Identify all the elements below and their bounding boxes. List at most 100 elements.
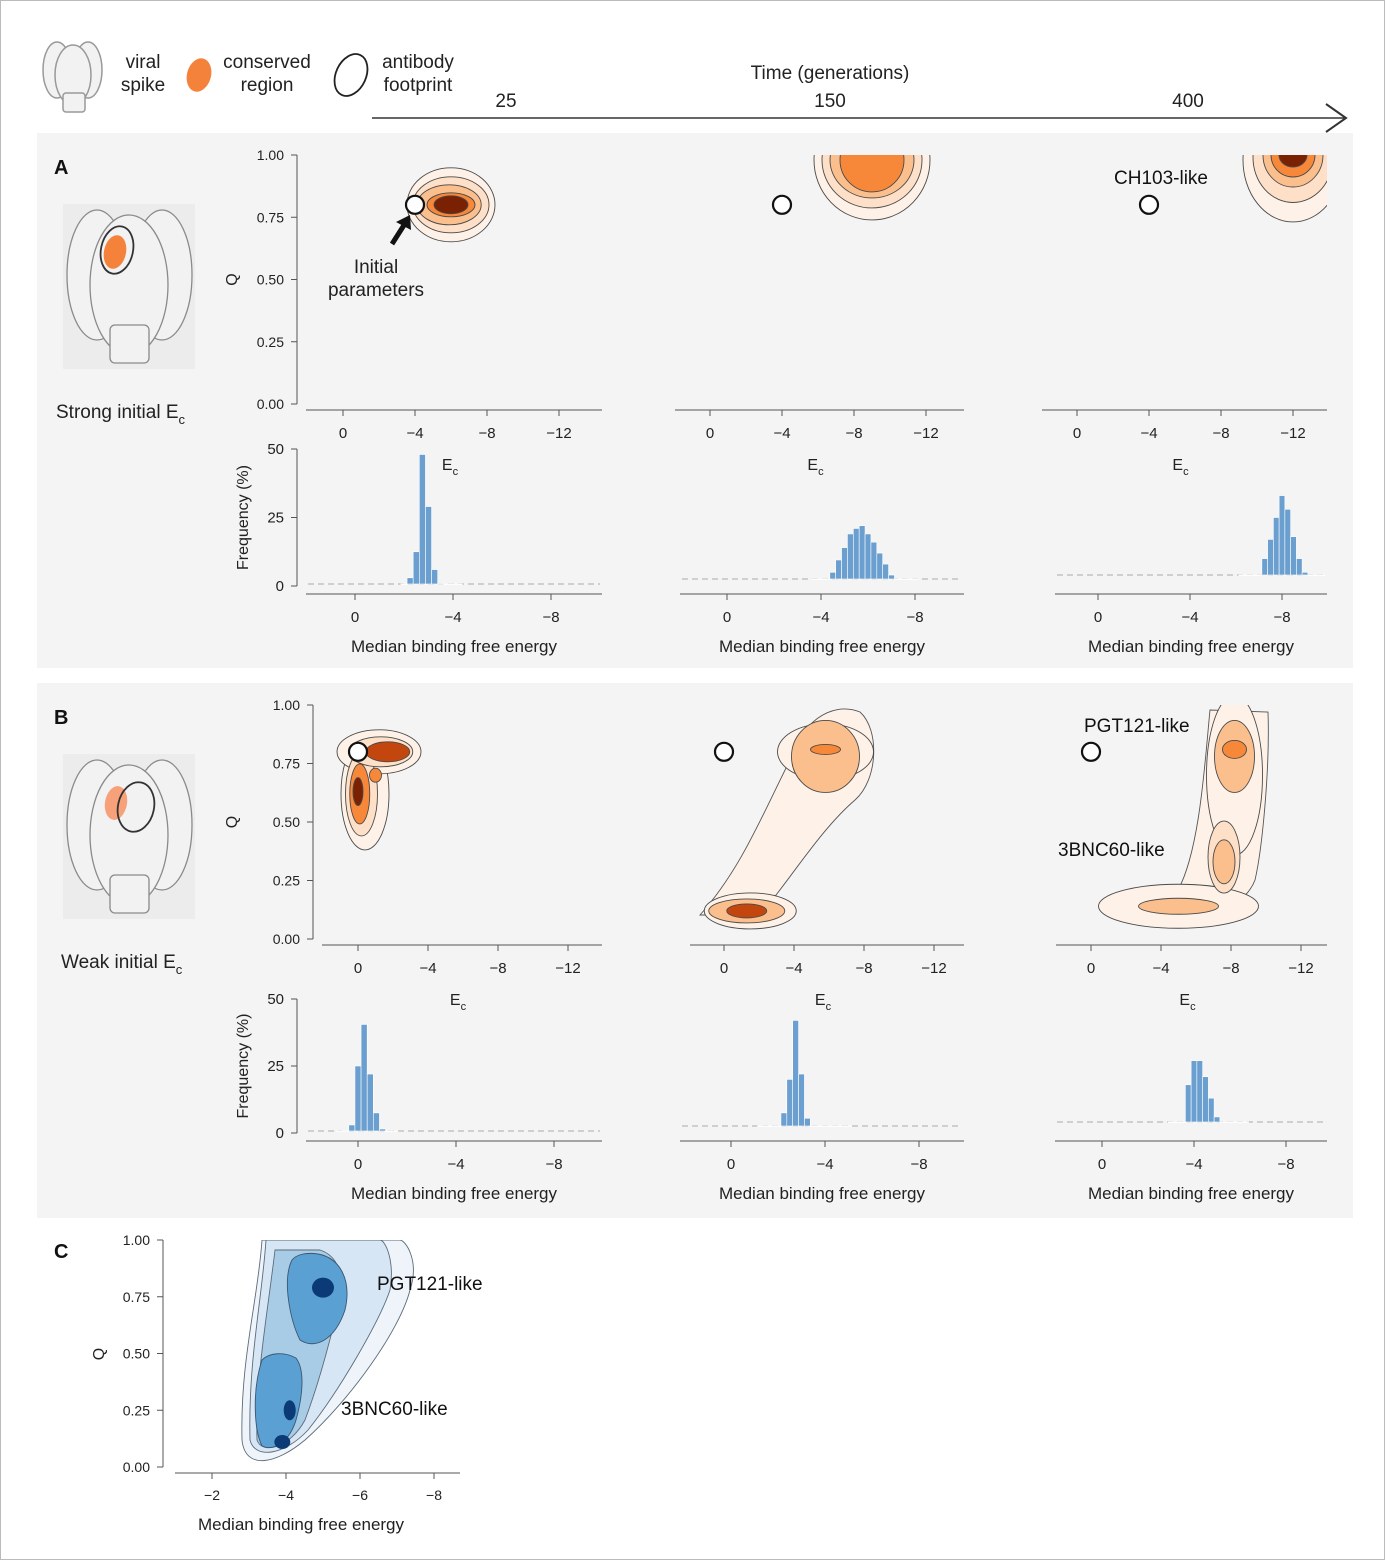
x-tick-label: −4 bbox=[447, 1156, 464, 1173]
initial-parameters-arrowhead bbox=[396, 215, 411, 230]
density-contours bbox=[1242, 155, 1327, 223]
x-tick-label: −4 bbox=[278, 1487, 294, 1503]
histogram-bar bbox=[1250, 574, 1257, 576]
initial-parameters-label-1: Initial bbox=[354, 257, 398, 278]
histogram-a-25: 0 −4 −8 Median binding free energy 0 25 50 Freq… bbox=[235, 441, 602, 656]
histogram-bar bbox=[1196, 1060, 1203, 1123]
x-tick-label: 0 bbox=[1098, 1156, 1106, 1173]
x-tick-label: −8 bbox=[478, 425, 495, 442]
histogram-bar bbox=[823, 578, 831, 580]
histogram-bar bbox=[1296, 558, 1303, 576]
ch103-label: CH103-like bbox=[1114, 168, 1208, 189]
density-contour bbox=[1138, 897, 1219, 915]
density-contour bbox=[1278, 155, 1308, 168]
histogram-bar bbox=[882, 563, 889, 580]
x-tick-label: −8 bbox=[855, 960, 872, 977]
y-tick-label: 0 bbox=[276, 578, 284, 595]
histogram-bar bbox=[1219, 1121, 1226, 1123]
initial-parameters-label-2: parameters bbox=[328, 280, 424, 301]
histogram-bar bbox=[1278, 495, 1286, 576]
x-tick-label: 0 bbox=[354, 960, 362, 977]
histogram-bar bbox=[810, 1125, 817, 1127]
histogram-bar bbox=[1267, 539, 1274, 576]
histogram-bar bbox=[900, 578, 907, 580]
panel-c-letter: C bbox=[54, 1241, 68, 1263]
histogram-bar bbox=[847, 533, 854, 580]
density-peak bbox=[312, 1277, 334, 1298]
histogram-bar bbox=[360, 1024, 368, 1132]
histogram-a-400: 0 −4 −8 Median binding free energy bbox=[1055, 495, 1327, 656]
x-tick-label: −12 bbox=[913, 425, 938, 442]
spike-label-1: viral bbox=[126, 52, 161, 73]
x-tick-label: −12 bbox=[546, 425, 571, 442]
y-tick-label: 0.00 bbox=[273, 931, 300, 947]
histogram-b-400: 0 −4 −8 Median binding free energy bbox=[1055, 1060, 1327, 1203]
x-tick-label: −12 bbox=[1280, 425, 1305, 442]
initial-parameters-marker bbox=[1138, 194, 1160, 215]
density-contours bbox=[1098, 705, 1269, 929]
panel-a-letter: A bbox=[54, 157, 68, 179]
histogram-bar bbox=[786, 1079, 793, 1127]
x-tick-label: −6 bbox=[352, 1487, 368, 1503]
density-contour bbox=[352, 777, 364, 807]
histogram-bar bbox=[853, 528, 860, 580]
histogram-bar bbox=[1225, 1121, 1232, 1123]
x-axis-label: Median binding free energy bbox=[1088, 1184, 1295, 1203]
histogram-bar bbox=[757, 1125, 764, 1127]
y-axis-label: Q bbox=[91, 1348, 108, 1360]
y-tick-label: 1.00 bbox=[273, 697, 300, 713]
histogram-bar bbox=[437, 582, 445, 585]
histogram-bar bbox=[443, 583, 451, 585]
histogram-bar bbox=[864, 533, 872, 580]
density-peak bbox=[274, 1435, 291, 1450]
histogram-bar bbox=[804, 1117, 811, 1127]
histogram-bar bbox=[780, 1112, 788, 1127]
histogram-b-150: 0 −4 −8 Median binding free energy bbox=[680, 1020, 964, 1203]
time-tick-25: 25 bbox=[495, 91, 516, 112]
histogram-bar bbox=[354, 1065, 362, 1132]
histogram-bar bbox=[1167, 1121, 1175, 1123]
density-contour bbox=[369, 767, 382, 783]
density-plot-c: −2 −4 −6 −8 Median binding free energy 0.00 0.… bbox=[91, 1232, 460, 1534]
histogram-bar bbox=[858, 525, 866, 580]
initial-parameters-marker bbox=[1080, 741, 1102, 762]
x-axis-label: Median binding free energy bbox=[198, 1515, 405, 1534]
histogram-bar bbox=[1244, 574, 1251, 576]
y-tick-label: 1.00 bbox=[257, 147, 284, 163]
x-tick-label: −4 bbox=[812, 609, 829, 626]
density-contour bbox=[365, 741, 411, 763]
histogram-bar bbox=[373, 1112, 380, 1132]
histogram-bar bbox=[1185, 1084, 1192, 1123]
3bnc60-label-b: 3BNC60-like bbox=[1058, 840, 1165, 861]
histogram-bar bbox=[406, 577, 414, 585]
x-tick-label: −8 bbox=[545, 1156, 562, 1173]
histogram-bar bbox=[412, 551, 420, 585]
x-tick-label: −4 bbox=[1185, 1156, 1202, 1173]
panel-b-caption: Weak initial Ec bbox=[61, 952, 183, 977]
y-tick-label: 25 bbox=[267, 510, 284, 527]
x-axis-label: Median binding free energy bbox=[1088, 637, 1295, 656]
histogram-bar bbox=[1213, 1116, 1221, 1123]
x-tick-label: 0 bbox=[727, 1156, 735, 1173]
histogram-bar bbox=[1301, 571, 1309, 576]
x-tick-label: −12 bbox=[1288, 960, 1313, 977]
histogram-bar bbox=[348, 1124, 356, 1132]
antibody-footprint-a bbox=[99, 225, 135, 275]
y-axis-label: Q bbox=[224, 273, 241, 285]
histogram-bar bbox=[829, 571, 836, 580]
y-tick-label: 0.75 bbox=[273, 756, 300, 772]
x-tick-label: −8 bbox=[906, 609, 923, 626]
x-tick-label: −4 bbox=[773, 425, 790, 442]
x-tick-label: −8 bbox=[845, 425, 862, 442]
panel-a-caption: Strong initial Ec bbox=[56, 402, 186, 427]
histogram-bar bbox=[792, 1020, 799, 1127]
x-tick-label: 0 bbox=[706, 425, 714, 442]
x-tick-label: −4 bbox=[406, 425, 423, 442]
density-contour bbox=[791, 720, 860, 793]
histogram-bar bbox=[1190, 1060, 1198, 1123]
